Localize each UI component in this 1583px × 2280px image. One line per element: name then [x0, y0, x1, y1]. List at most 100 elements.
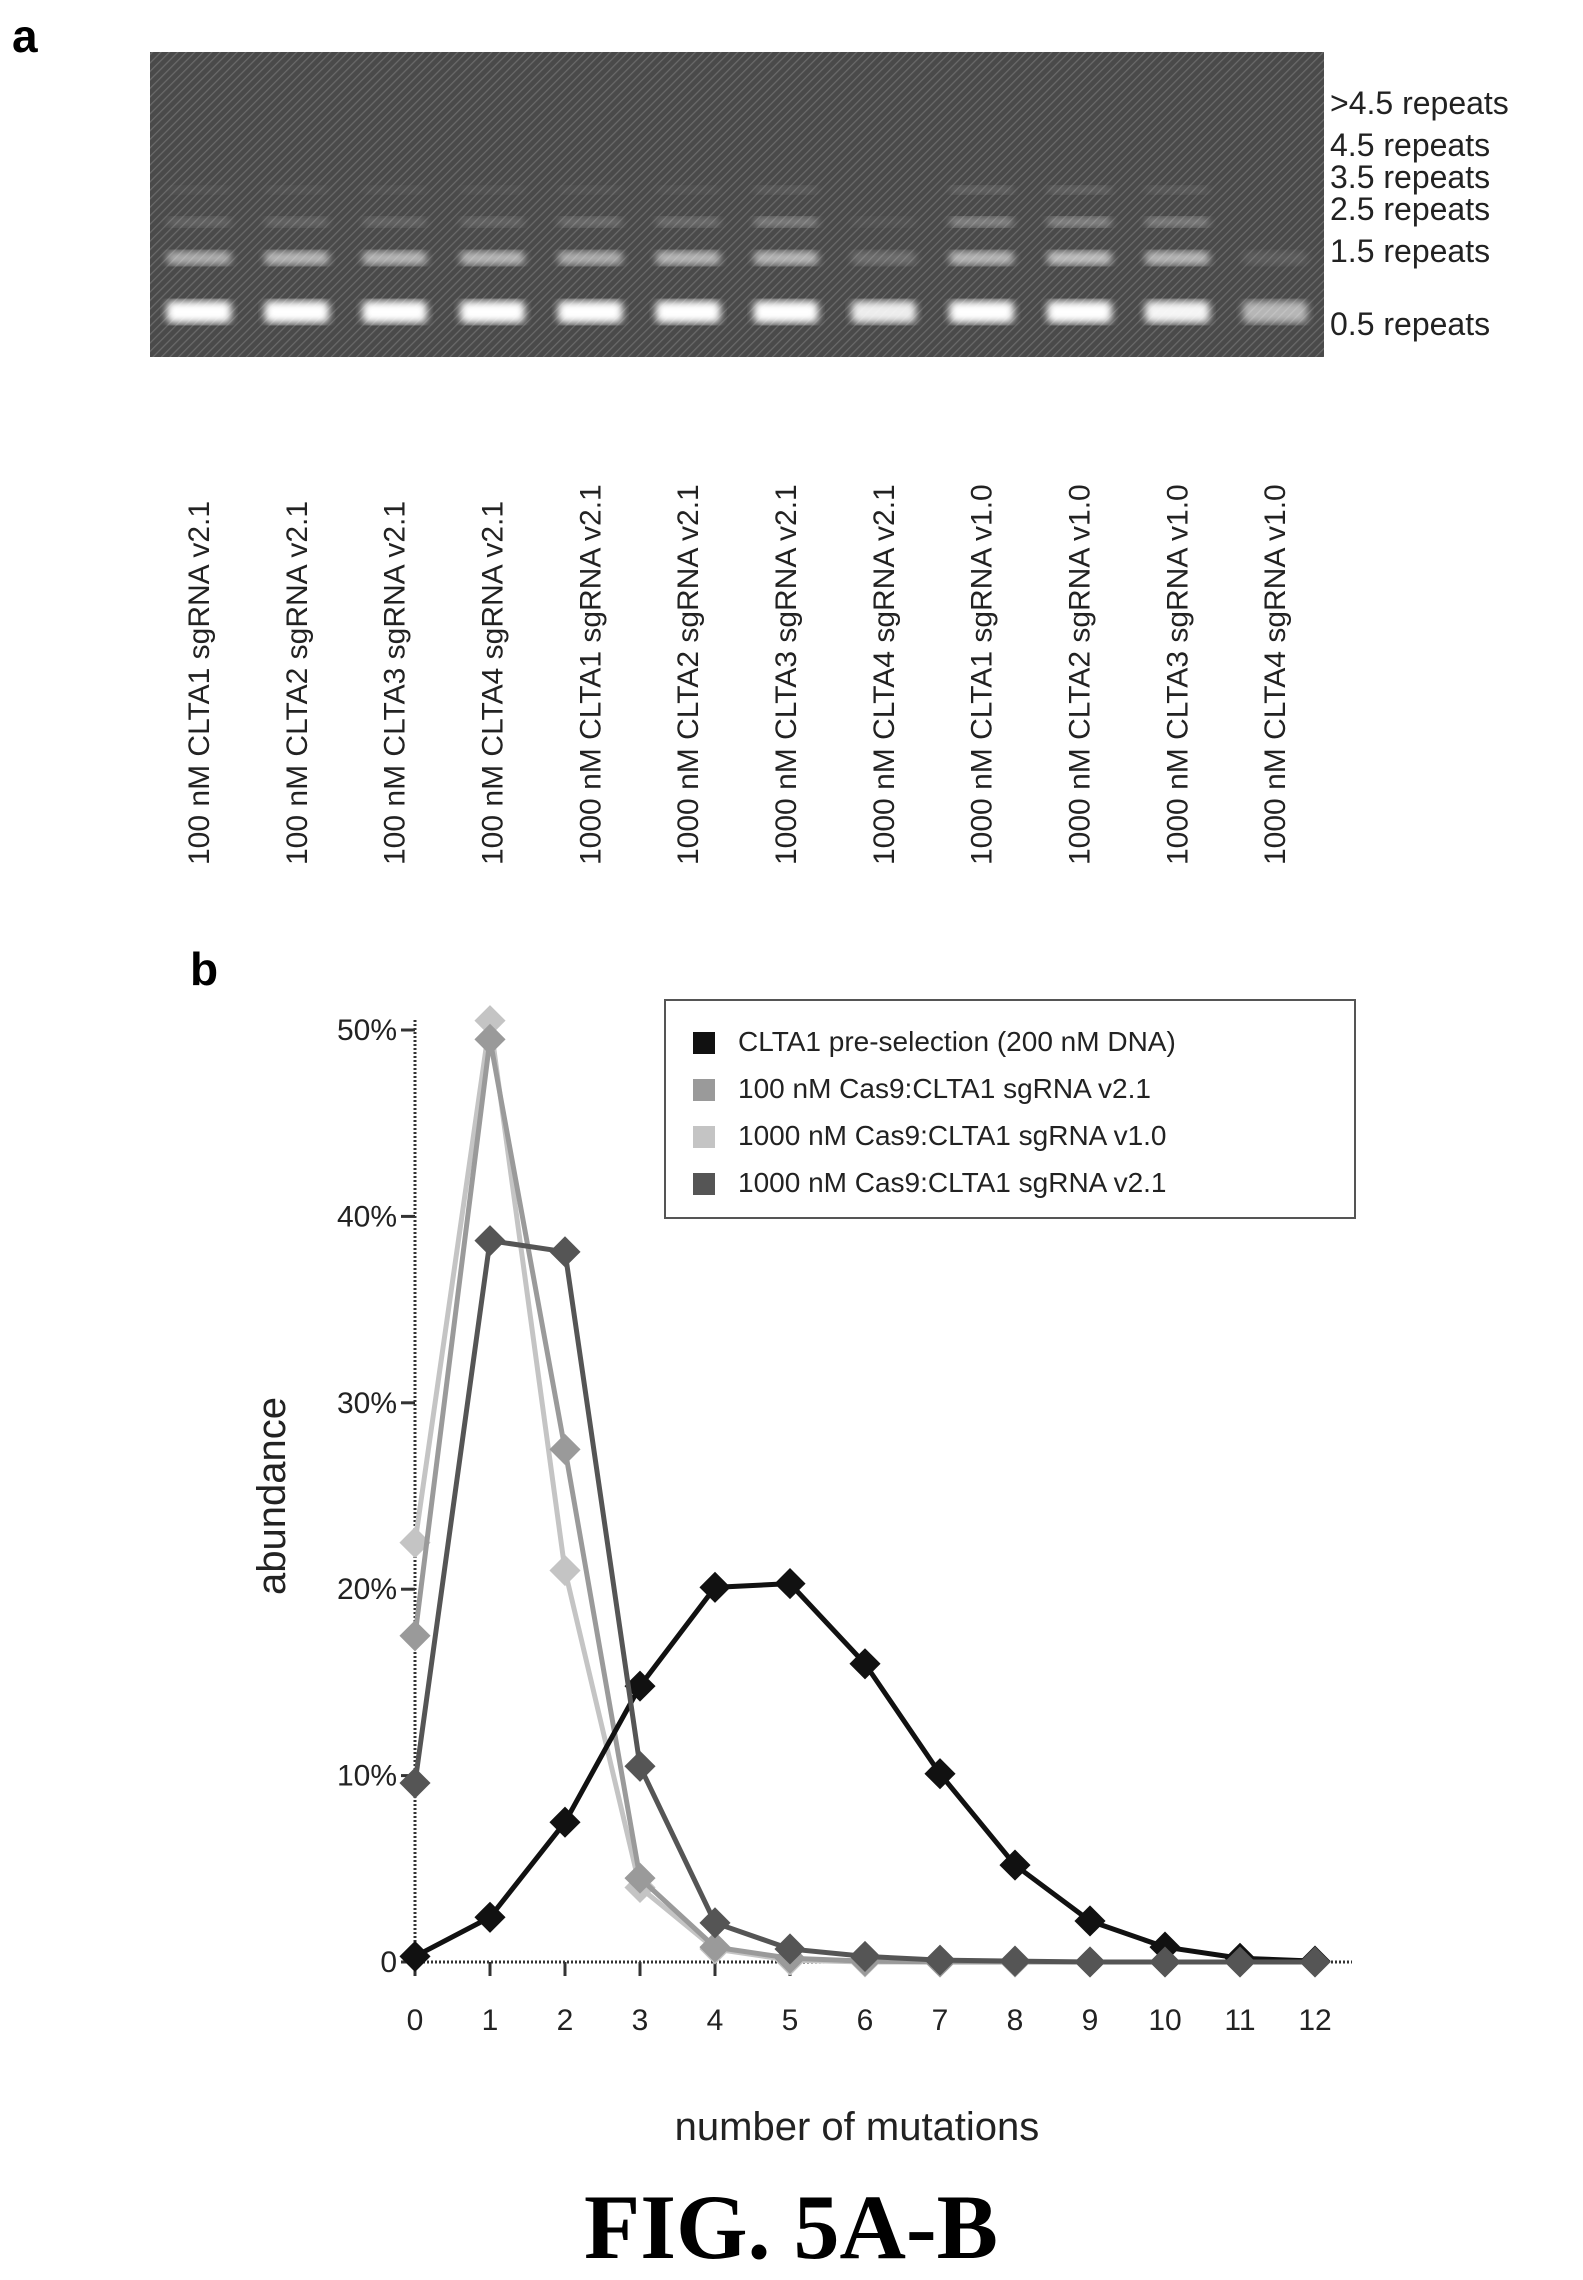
legend-entry: 100 nM Cas9:CLTA1 sgRNA v2.1 [738, 1073, 1151, 1104]
gel-band [558, 217, 623, 227]
panel-b-letter: b [190, 943, 218, 995]
gel-band [851, 301, 916, 323]
data-point [474, 1225, 505, 1256]
data-point [474, 1024, 505, 1055]
legend-swatch [693, 1032, 715, 1054]
gel-band [754, 186, 819, 194]
gel-band [656, 217, 721, 227]
legend-entry: 1000 nM Cas9:CLTA1 sgRNA v1.0 [738, 1120, 1167, 1151]
gel-band [362, 301, 427, 323]
data-point [924, 1945, 955, 1976]
gel-band [167, 186, 232, 194]
legend-swatch [693, 1079, 715, 1101]
data-point [399, 1941, 430, 1972]
gel-band [1243, 301, 1308, 323]
y-tick-label: 0 [380, 1946, 397, 1979]
band-label-gt4-5: >4.5 repeats [1330, 85, 1509, 121]
gel-band [362, 251, 427, 265]
data-point [624, 1751, 655, 1782]
legend-entry: CLTA1 pre-selection (200 nM DNA) [738, 1026, 1176, 1057]
gel-band [264, 186, 329, 194]
legend-entry: 1000 nM Cas9:CLTA1 sgRNA v2.1 [738, 1167, 1167, 1198]
x-tick-label: 8 [1007, 2004, 1024, 2037]
gel-band [754, 217, 819, 227]
lane-label: 1000 nM CLTA1 sgRNA v1.0 [966, 484, 999, 865]
lane-label: 100 nM CLTA3 sgRNA v2.1 [379, 501, 412, 865]
gel-band [1145, 186, 1210, 194]
data-point [549, 1236, 580, 1267]
gel-lane-labels: 100 nM CLTA1 sgRNA v2.1100 nM CLTA2 sgRN… [183, 484, 1292, 865]
gel-band [264, 251, 329, 265]
lane-label: 1000 nM CLTA4 sgRNA v2.1 [868, 484, 901, 865]
x-tick-label: 4 [707, 2004, 724, 2037]
data-point [549, 1555, 580, 1586]
band-label-3-5: 3.5 repeats [1330, 159, 1490, 195]
gel-band [754, 251, 819, 265]
gel-band [460, 251, 525, 265]
gel-band [460, 186, 525, 194]
lane-label: 1000 nM CLTA1 sgRNA v2.1 [574, 484, 607, 865]
gel-band [851, 217, 916, 227]
x-tick-label: 10 [1148, 2004, 1181, 2037]
y-tick-label: 40% [337, 1200, 397, 1233]
gel-band [558, 301, 623, 323]
x-tick-label: 7 [932, 2004, 949, 2037]
gel-band [949, 301, 1014, 323]
chart-legend: CLTA1 pre-selection (200 nM DNA) 100 nM C… [665, 1000, 1355, 1218]
lane-label: 1000 nM CLTA4 sgRNA v1.0 [1259, 484, 1292, 865]
gel-band [362, 186, 427, 194]
lane-label: 1000 nM CLTA3 sgRNA v2.1 [770, 484, 803, 865]
data-point [399, 1620, 430, 1651]
gel-band-labels: >4.5 repeats 4.5 repeats 3.5 repeats 2.5… [1330, 85, 1509, 342]
x-tick-label: 6 [857, 2004, 874, 2037]
data-point [399, 1767, 430, 1798]
data-point [999, 1946, 1030, 1977]
lane-label: 1000 nM CLTA2 sgRNA v2.1 [672, 484, 705, 865]
gel-band [1145, 217, 1210, 227]
x-tick-label: 12 [1298, 2004, 1331, 2037]
y-tick-label: 20% [337, 1573, 397, 1606]
gel-band [362, 217, 427, 227]
gel-band [1047, 301, 1112, 323]
data-point [849, 1941, 880, 1972]
lane-label: 100 nM CLTA1 sgRNA v2.1 [183, 501, 216, 865]
gel-band [1047, 251, 1112, 265]
gel-band [1145, 301, 1210, 323]
band-label-1-5: 1.5 repeats [1330, 233, 1490, 269]
gel-band [167, 217, 232, 227]
x-tick-label: 3 [632, 2004, 649, 2037]
x-tick-label: 1 [482, 2004, 499, 2037]
gel-band [460, 301, 525, 323]
band-label-0-5: 0.5 repeats [1330, 306, 1490, 342]
band-label-2-5: 2.5 repeats [1330, 191, 1490, 227]
gel-band [558, 186, 623, 194]
gel-band [949, 251, 1014, 265]
y-tick-label: 10% [337, 1760, 397, 1793]
gel-band [1145, 251, 1210, 265]
gel-band [1047, 186, 1112, 194]
data-point [1224, 1946, 1255, 1977]
lane-label: 1000 nM CLTA3 sgRNA v1.0 [1161, 484, 1194, 865]
x-tick-label: 9 [1082, 2004, 1099, 2037]
y-tick-label: 50% [337, 1014, 397, 1047]
gel-band [949, 217, 1014, 227]
x-axis-label: number of mutations [675, 2105, 1040, 2149]
gel-band [1243, 251, 1308, 265]
gel-band [167, 301, 232, 323]
lane-label: 100 nM CLTA4 sgRNA v2.1 [476, 501, 509, 865]
gel-image [150, 52, 1324, 357]
gel-band [558, 251, 623, 265]
gel-band [460, 217, 525, 227]
gel-band [851, 251, 916, 265]
y-tick-label: 30% [337, 1387, 397, 1420]
legend-swatch [693, 1173, 715, 1195]
gel-band [264, 301, 329, 323]
series-group [399, 1225, 1330, 1977]
data-point [1299, 1946, 1330, 1977]
y-axis-label: abundance [250, 1397, 294, 1595]
series-group [399, 1568, 1330, 1977]
gel-band [949, 186, 1014, 194]
x-tick-label: 5 [782, 2004, 799, 2037]
band-label-4-5: 4.5 repeats [1330, 127, 1490, 163]
